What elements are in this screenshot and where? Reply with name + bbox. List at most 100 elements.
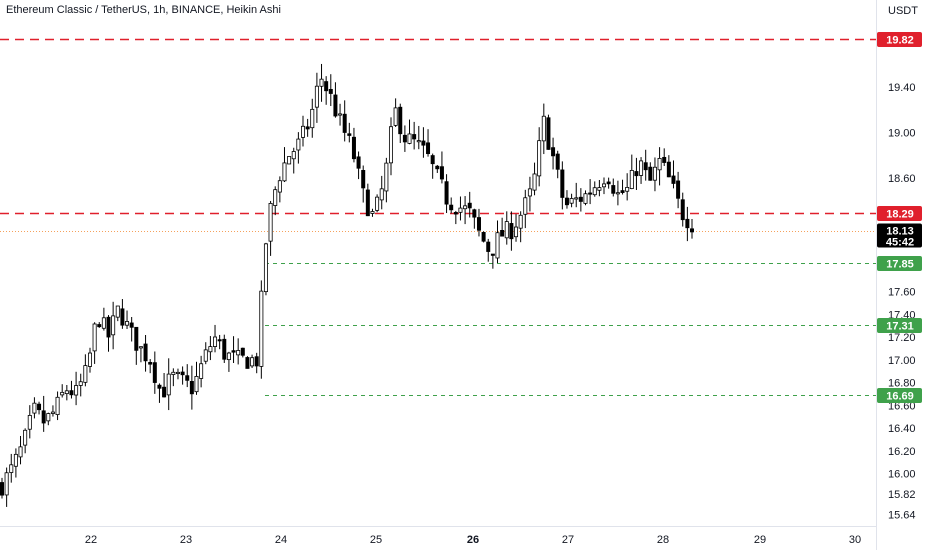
candle-down: [490, 253, 495, 256]
candle-down: [180, 371, 185, 376]
candle-up: [287, 156, 292, 165]
candle-down: [439, 166, 444, 180]
candle-up: [527, 188, 532, 197]
candle-up: [639, 160, 644, 176]
time-tick-label: 26: [467, 534, 479, 546]
candle-up: [370, 211, 375, 214]
candle-down: [476, 217, 481, 231]
candle-up: [523, 197, 528, 215]
price-tag-label: 19.82: [886, 35, 914, 47]
candle-down: [662, 156, 667, 163]
candle-down: [254, 356, 259, 367]
support-price-tag: 17.85: [877, 256, 922, 271]
candle-down: [69, 390, 74, 396]
candle-up: [32, 402, 37, 414]
time-tick-label: 27: [562, 534, 574, 546]
candle-up: [592, 187, 597, 196]
candle-down: [430, 155, 435, 165]
candle-down: [481, 232, 486, 242]
price-tag-box: [877, 206, 922, 221]
candle-up: [199, 363, 204, 379]
candle-down: [588, 192, 593, 195]
candle-down: [444, 181, 449, 205]
candles: [0, 63, 695, 507]
candle-down: [509, 223, 514, 240]
candle-up: [250, 357, 255, 367]
candle-up: [282, 162, 287, 182]
candle-up: [388, 126, 393, 164]
candle-down: [361, 170, 366, 189]
candle-down: [152, 362, 157, 383]
candle-up: [55, 396, 60, 415]
price-tick-label: 18.60: [888, 173, 916, 185]
candle-down: [106, 316, 111, 338]
candle-up: [50, 411, 55, 414]
candle-up: [259, 290, 264, 367]
candle-up: [87, 352, 92, 367]
candle-up: [407, 133, 412, 144]
candle-up: [226, 352, 231, 361]
candle-down: [37, 403, 42, 411]
price-axis[interactable]: 15.64 15.82 16.00 16.20 16.40 16.60 16.80 17.00…: [888, 82, 916, 521]
candle-down: [240, 347, 245, 356]
candle-up: [125, 321, 130, 326]
candle-down: [546, 117, 551, 150]
candle-down: [412, 134, 417, 140]
candle-down: [426, 142, 431, 155]
time-axis[interactable]: 22 23 24 25 26 27 28 29 30: [85, 534, 861, 546]
candle-up: [138, 346, 143, 349]
candle-up: [504, 221, 509, 239]
candle-up: [574, 197, 579, 200]
candle-down: [41, 410, 46, 424]
candle-up: [338, 113, 343, 116]
candle-down: [680, 199, 685, 221]
candle-down: [305, 126, 310, 130]
candle-up: [213, 336, 218, 347]
price-axis-currency: USDT: [888, 5, 918, 17]
price-tag-label: 18.29: [886, 209, 914, 221]
price-tick-label: 16.00: [888, 469, 916, 481]
support-price-tag: 16.69: [877, 388, 922, 403]
candle-down: [231, 350, 236, 353]
candle-up: [416, 140, 421, 143]
candle-down: [551, 147, 556, 157]
candle-up: [27, 414, 32, 430]
support-price-tag: 17.31: [877, 318, 922, 333]
price-tag-label: 16.69: [886, 391, 914, 403]
candle-up: [615, 192, 620, 195]
candle-up: [4, 472, 9, 496]
candle-up: [175, 371, 180, 374]
candle-up: [537, 140, 542, 177]
candle-down: [421, 140, 426, 146]
candle-up: [83, 365, 88, 383]
candle-down: [685, 218, 690, 229]
candle-up: [657, 157, 662, 171]
candle-down: [189, 381, 194, 395]
candle-down: [324, 81, 329, 92]
candle-down: [620, 190, 625, 193]
candle-down: [0, 482, 4, 496]
candle-down: [564, 197, 569, 206]
price-tag-box: [877, 388, 922, 403]
candle-down: [666, 161, 671, 178]
candle-down: [143, 343, 148, 362]
candle-up: [46, 413, 51, 422]
candle-down: [467, 202, 472, 209]
candle-down: [185, 375, 190, 381]
current-price-label: 18.13: [886, 226, 914, 238]
price-tag-label: 17.31: [886, 321, 914, 333]
candle-down: [342, 113, 347, 133]
candle-up: [64, 390, 69, 395]
candle-up: [23, 429, 28, 446]
price-tick-label: 16.40: [888, 423, 916, 435]
candle-up: [379, 188, 384, 201]
candle-down: [134, 326, 139, 351]
candle-up: [291, 151, 296, 160]
candle-down: [365, 189, 370, 217]
candle-down: [129, 322, 134, 328]
candle-down: [555, 153, 560, 170]
resistance-price-tag: 18.29: [877, 206, 922, 221]
candle-up: [13, 453, 18, 467]
